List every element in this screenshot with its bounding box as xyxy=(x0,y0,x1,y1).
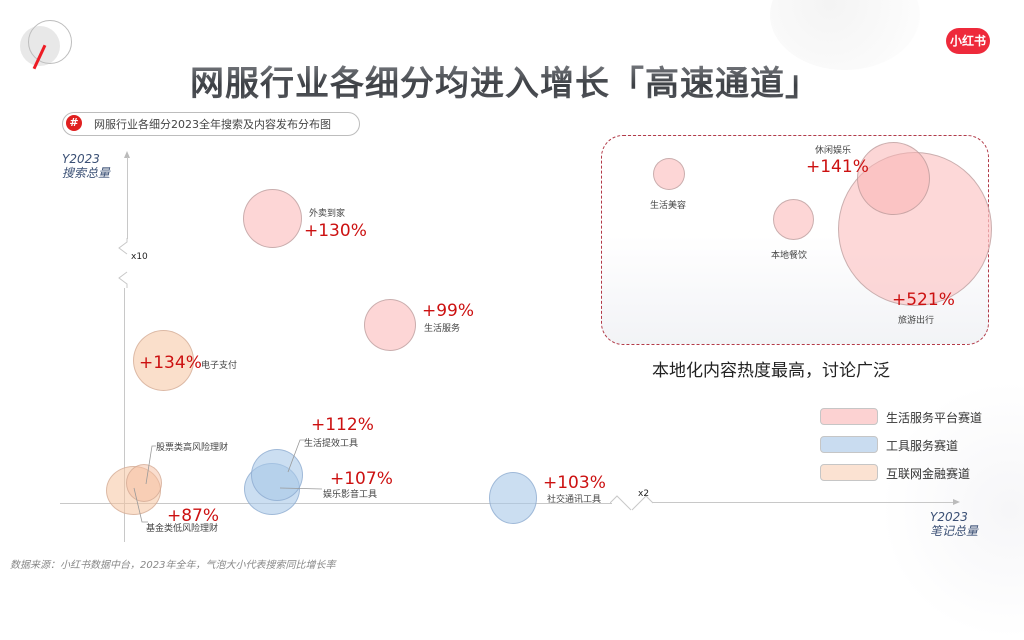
x-axis-label: Y2023 笔记总量 xyxy=(930,510,978,538)
y-axis-line xyxy=(127,157,128,239)
growth-value: +134% xyxy=(139,353,202,373)
x-axis-line-right xyxy=(652,502,954,503)
x-axis-label-year: Y2023 xyxy=(930,510,968,524)
x-axis-label-metric: 笔记总量 xyxy=(930,524,979,538)
bubble-label: 旅游出行 xyxy=(898,316,935,326)
bubble-dianzi-zhifu[interactable] xyxy=(133,330,194,391)
y-axis-line-lower xyxy=(124,288,125,542)
legend-label: 互联网金融赛道 xyxy=(886,467,971,481)
bubble-label: 社交通讯工具 xyxy=(547,495,602,505)
bubble-waimai[interactable] xyxy=(243,189,302,248)
bubble-label: 生活美容 xyxy=(650,201,687,211)
x-axis-break-label: x2 xyxy=(638,489,650,499)
growth-value: +99% xyxy=(422,301,475,321)
insight-text: 本地化内容热度最高，讨论广泛 xyxy=(652,361,890,381)
page-title: 网服行业各细分均进入增长「高速通道」 xyxy=(0,56,1010,105)
bubble-meirong[interactable] xyxy=(653,158,685,190)
y-axis-label-year: Y2023 xyxy=(62,152,100,166)
y-axis-arrow-icon xyxy=(124,151,130,158)
x-axis-line xyxy=(60,503,612,504)
legend-swatch-blue xyxy=(820,436,878,453)
growth-value: +107% xyxy=(330,469,393,489)
growth-value: +141% xyxy=(806,157,869,177)
bubble-canyin[interactable] xyxy=(773,199,814,240)
growth-value: +112% xyxy=(311,415,374,435)
x-axis-arrow-icon xyxy=(953,499,960,505)
legend-swatch-orange xyxy=(820,464,878,481)
chart-title: 网服行业各细分2023全年搜索及内容发布分布图 xyxy=(94,118,331,131)
data-source-note: 数据来源：小红书数据中台，2023年全年，气泡大小代表搜索同比增长率 xyxy=(10,560,336,571)
bubble-shejiao[interactable] xyxy=(489,472,537,524)
bubble-tixiao[interactable] xyxy=(251,449,303,501)
bubble-label: 电子支付 xyxy=(201,361,238,371)
growth-value: +87% xyxy=(167,506,220,526)
hash-icon: # xyxy=(66,115,82,131)
decorative-circle-outline xyxy=(28,20,72,64)
bubble-label: 生活提效工具 xyxy=(304,439,359,449)
legend-label: 生活服务平台赛道 xyxy=(886,411,983,425)
bubble-label: 外卖到家 xyxy=(309,209,346,219)
bubble-label: 休闲娱乐 xyxy=(815,146,852,156)
growth-value: +521% xyxy=(892,290,955,310)
leader-lines xyxy=(133,445,156,523)
bubble-label: 生活服务 xyxy=(424,324,461,334)
bubble-label: 本地餐饮 xyxy=(771,251,808,261)
leader-lines xyxy=(279,439,323,490)
bubble-shenghuo-fuwu[interactable] xyxy=(364,299,416,351)
brand-logo: 小红书 xyxy=(946,28,990,54)
bubble-xiuxian[interactable] xyxy=(857,142,930,215)
chart-title-pill xyxy=(62,112,360,136)
growth-value: +130% xyxy=(304,221,367,241)
bubble-gupiao[interactable] xyxy=(126,464,162,502)
bubble-label: 股票类高风险理财 xyxy=(156,443,229,453)
y-axis-break-label: x10 xyxy=(131,252,148,262)
y-axis-break-icon xyxy=(118,238,128,288)
y-axis-label: Y2023 搜索总量 xyxy=(62,152,110,180)
legend-label: 工具服务赛道 xyxy=(886,439,959,453)
legend-swatch-pink xyxy=(820,408,878,425)
bubble-label: 基金类低风险理财 xyxy=(146,524,219,534)
growth-value: +103% xyxy=(543,473,606,493)
y-axis-label-metric: 搜索总量 xyxy=(62,166,111,180)
bubble-label: 娱乐影音工具 xyxy=(323,490,378,500)
x-axis-break-icon xyxy=(610,495,654,511)
